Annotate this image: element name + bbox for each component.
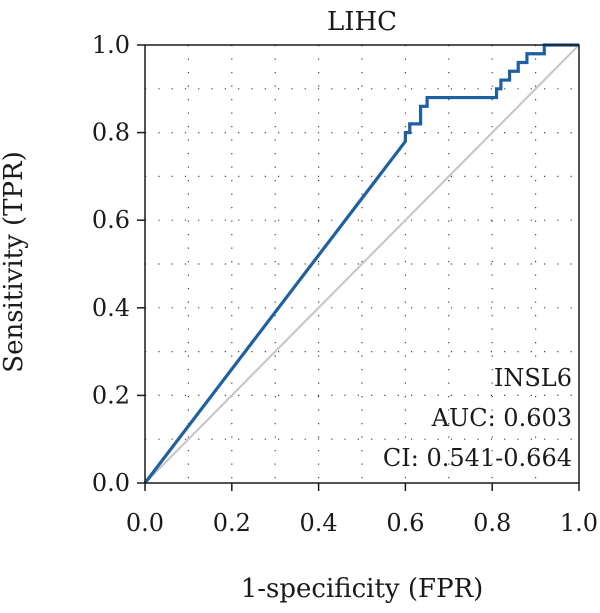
plot-frame <box>144 44 580 484</box>
y-axis-label: Sensitivity (TPR) <box>0 151 29 372</box>
x-axis-ticks: 0.0 0.2 0.4 0.6 0.8 1.0 <box>126 483 598 537</box>
y-tick-label: 0.6 <box>92 206 130 234</box>
y-tick-label: 0.0 <box>92 469 130 497</box>
reference-diagonal-line <box>144 44 580 484</box>
y-tick-label: 0.8 <box>92 119 130 147</box>
grid-lines <box>145 45 579 483</box>
x-tick-label: 0.6 <box>386 509 424 537</box>
plot-series <box>143 43 580 484</box>
x-axis-label: 1-specificity (FPR) <box>241 574 484 604</box>
gene-annotation: INSL6 <box>494 364 572 392</box>
x-tick-label: 0.8 <box>473 509 511 537</box>
y-tick-label: 0.2 <box>92 381 130 409</box>
chart-title: LIHC <box>327 7 397 37</box>
y-axis-ticks: 0.0 0.2 0.4 0.6 0.8 1.0 <box>92 31 145 497</box>
x-tick-label: 1.0 <box>560 509 598 537</box>
x-tick-label: 0.0 <box>126 509 164 537</box>
auc-annotation: AUC: 0.603 <box>431 404 572 432</box>
roc-curve-line <box>143 43 579 484</box>
y-tick-label: 0.4 <box>92 294 130 322</box>
x-tick-label: 0.4 <box>300 509 338 537</box>
y-tick-label: 1.0 <box>92 31 130 59</box>
x-tick-label: 0.2 <box>213 509 251 537</box>
ci-annotation: CI: 0.541-0.664 <box>383 444 572 472</box>
